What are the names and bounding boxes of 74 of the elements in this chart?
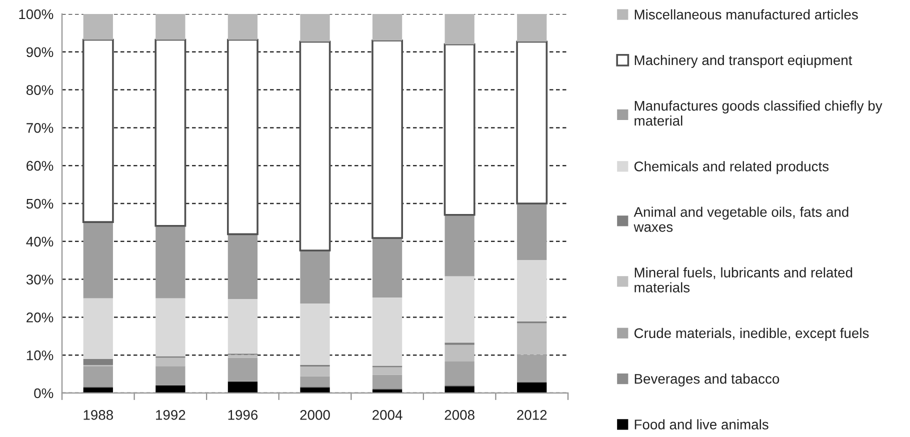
bar (156, 14, 186, 40)
x-tick-label: 2004 (372, 410, 402, 420)
bar (228, 234, 258, 300)
bar (444, 362, 474, 385)
bar (83, 298, 113, 359)
y-tick-label: 10% (26, 350, 54, 360)
bar (444, 214, 474, 276)
bar (300, 14, 330, 42)
bar (517, 354, 547, 382)
bar (299, 40, 331, 252)
legend-label: Machinery and transport eqiupment (634, 54, 852, 68)
y-tick-label: 60% (26, 160, 54, 171)
y-tick-label: 90% (26, 47, 54, 58)
x-tick-label: 2008 (444, 410, 474, 420)
legend-label: Beverages and tabacco (634, 374, 780, 387)
bar (444, 276, 474, 343)
bar (517, 204, 547, 260)
bar (300, 366, 330, 376)
bar (228, 358, 258, 381)
bar (372, 297, 402, 366)
bar (156, 366, 186, 385)
x-tick-label: 2000 (300, 410, 330, 420)
bar (156, 385, 186, 393)
bar (83, 14, 113, 40)
y-tick-label: 50% (26, 198, 54, 209)
bar (517, 323, 547, 355)
legend-label: Miscellaneous manufactured articles (634, 9, 858, 20)
y-tick-label: 0% (34, 388, 54, 398)
bar (83, 366, 113, 386)
legend-label: Animal and vegetable oils, fats and waxes (634, 206, 848, 232)
y-tick-label: 70% (26, 123, 54, 133)
y-tick-label: 80% (26, 85, 54, 95)
bar (372, 238, 402, 298)
bar (228, 14, 258, 40)
bar (154, 38, 186, 227)
x-tick-label: 1988 (84, 410, 113, 420)
legend-label: Chemicals and related products (634, 161, 829, 174)
bar (156, 358, 186, 366)
y-tick-label: 100% (19, 9, 54, 20)
bar (517, 382, 547, 393)
bar (444, 43, 476, 216)
legend-label: Food and live animals (634, 419, 768, 430)
legend-label: Manufactures goods classified chiefly by material (634, 100, 882, 126)
bar (516, 40, 548, 204)
x-tick-label: 1996 (228, 410, 258, 420)
bar (300, 376, 330, 387)
legend-label: Crude materials, inedible, except fuels (634, 328, 869, 341)
bar (226, 38, 258, 236)
bar (444, 14, 474, 44)
bar (228, 354, 258, 358)
x-tick-label: 1992 (156, 410, 186, 420)
legend-label: Mineral fuels, lubricants and related materials (634, 267, 852, 292)
bar (83, 222, 113, 298)
bar (156, 298, 186, 356)
bar (228, 299, 258, 354)
y-tick-label: 30% (26, 274, 54, 284)
bar (444, 344, 474, 362)
bar (372, 367, 402, 375)
bar (372, 389, 402, 393)
bar (372, 14, 402, 41)
bar (372, 374, 402, 388)
bar (82, 38, 114, 223)
bar (83, 358, 113, 365)
y-tick-label: 20% (26, 312, 54, 322)
y-tick-label: 40% (26, 236, 54, 247)
bar (517, 260, 547, 322)
bar (444, 386, 474, 393)
bar (372, 40, 404, 239)
bar (517, 14, 547, 42)
x-tick-label: 2012 (517, 410, 547, 420)
bar (300, 304, 330, 365)
bar (228, 382, 258, 393)
bar (300, 250, 330, 304)
bar (156, 226, 186, 298)
